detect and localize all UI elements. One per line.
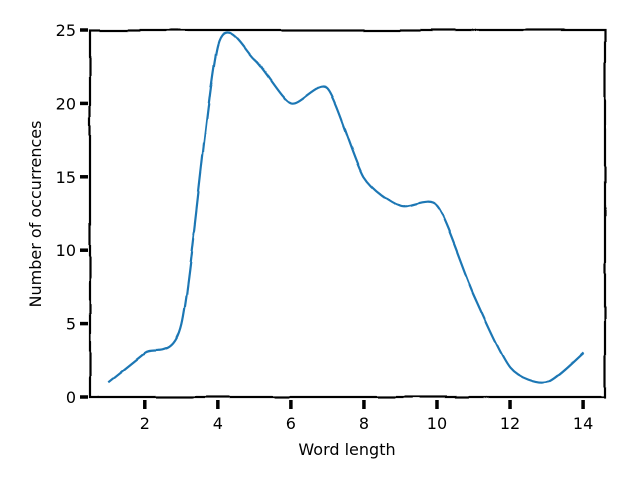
y-tick-label: 0 xyxy=(66,388,76,407)
x-tick-label: 10 xyxy=(427,414,447,433)
x-tick-label: 12 xyxy=(500,414,520,433)
x-tick-label: 4 xyxy=(213,414,223,433)
plot-border xyxy=(88,28,607,399)
y-tick-label: 25 xyxy=(56,21,76,40)
y-axis-label: Number of occurrences xyxy=(26,121,45,308)
y-tick-label: 10 xyxy=(56,241,76,260)
y-tick-label: 5 xyxy=(66,315,76,334)
y-tick-label: 15 xyxy=(56,168,76,187)
y-tick-label: 20 xyxy=(56,94,76,113)
x-axis-label: Word length xyxy=(298,440,395,459)
series-layer xyxy=(107,31,584,384)
x-tick-label: 6 xyxy=(286,414,296,433)
axis-ticks: 2 4 6 8 10 12 14 0 5 10 15 20 25 xyxy=(56,21,594,433)
x-tick-label: 8 xyxy=(359,414,369,433)
x-tick-label: 2 xyxy=(140,414,150,433)
series-line xyxy=(107,31,584,384)
plot-frame xyxy=(88,28,607,399)
x-tick-label: 14 xyxy=(573,414,593,433)
